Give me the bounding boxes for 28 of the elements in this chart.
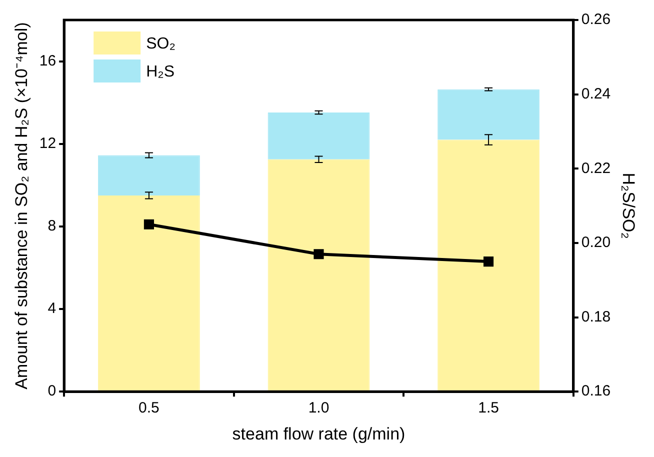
point xyxy=(314,249,324,260)
legend-label: SO₂ xyxy=(146,35,176,52)
x-axis-title: steam flow rate (g/min) xyxy=(232,424,406,444)
x-tick-label: 1.5 xyxy=(478,400,499,417)
y2-tick-label: 0.16 xyxy=(581,382,611,400)
y2-tick-label: 0.18 xyxy=(581,308,611,326)
bar xyxy=(438,89,540,140)
bar xyxy=(268,159,370,392)
bar xyxy=(268,112,370,160)
point xyxy=(144,219,154,230)
y-tick-label: 16 xyxy=(39,52,56,70)
y-axis-title: Amount of substance in SO₂ and H₂S (×10⁻⁴mol) xyxy=(12,22,31,390)
y-tick-label: 12 xyxy=(39,135,56,152)
bar xyxy=(98,155,200,196)
point xyxy=(483,256,494,267)
legend-label: H₂S xyxy=(146,63,175,80)
y-tick-label: 8 xyxy=(48,218,56,235)
y2-tick-label: 0.24 xyxy=(581,85,611,102)
y2-axis-title: H₂S/SO₂ xyxy=(619,172,638,239)
y2-tick-label: 0.20 xyxy=(581,234,611,252)
bar xyxy=(98,195,200,392)
y2-tick-label: 0.26 xyxy=(581,11,611,28)
y-tick-label: 4 xyxy=(48,300,56,318)
y-tick-label: 0 xyxy=(48,382,56,400)
x-tick-label: 1.0 xyxy=(308,400,330,417)
bar xyxy=(438,140,540,392)
y2-tick-label: 0.22 xyxy=(581,160,611,177)
x-tick-label: 0.5 xyxy=(138,400,160,417)
